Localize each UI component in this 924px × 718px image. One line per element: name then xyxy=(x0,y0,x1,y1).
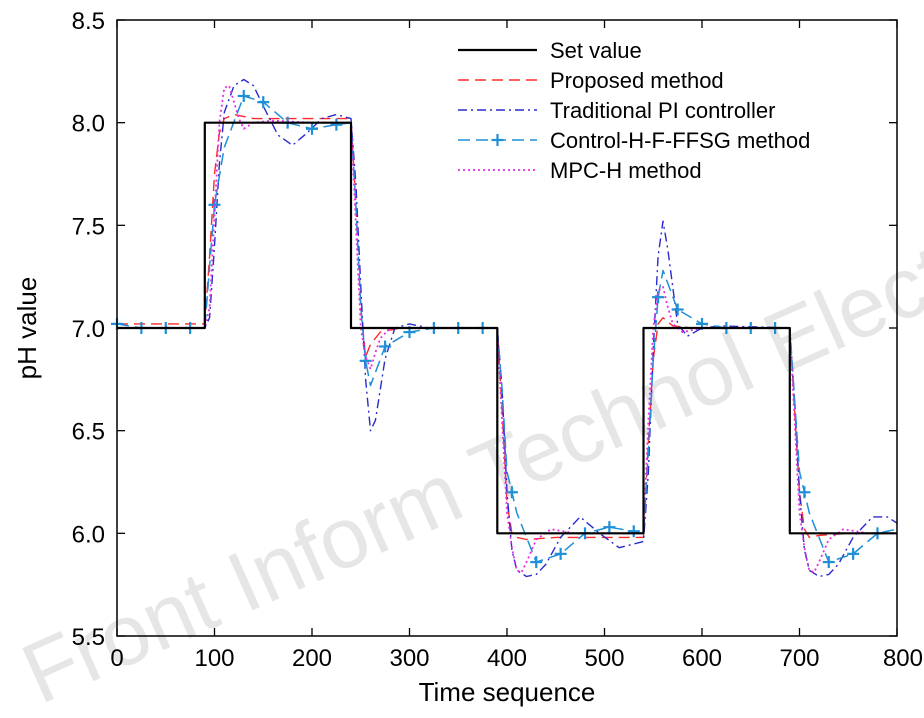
y-tick-label: 7.5 xyxy=(72,213,105,240)
x-tick-label: 0 xyxy=(110,645,123,672)
x-tick-label: 300 xyxy=(389,645,429,672)
series-marker-29 xyxy=(822,556,835,569)
series-line-0 xyxy=(117,121,897,535)
x-tick-label: 700 xyxy=(779,645,819,672)
series-marker-23 xyxy=(671,303,684,316)
series-marker-5 xyxy=(237,89,250,102)
y-tick-label: 8.5 xyxy=(72,8,105,35)
plot-series xyxy=(111,78,898,578)
legend-item-1: Proposed method xyxy=(458,68,724,93)
y-axis-title: pH value xyxy=(12,277,42,380)
series-marker-17 xyxy=(530,556,543,569)
series-marker-9 xyxy=(330,118,343,131)
series-marker-6 xyxy=(257,96,270,109)
y-tick-label: 6.5 xyxy=(72,419,105,446)
tick-labels: 0 100 200 300 400 500 600 700 800 5.5 6.0 6.5 7.0 7.5… xyxy=(72,8,923,672)
series-marker-18 xyxy=(554,547,567,560)
series-marker-16 xyxy=(505,486,518,499)
legend-label: Traditional PI controller xyxy=(550,98,775,123)
x-tick-label: 500 xyxy=(584,645,624,672)
y-tick-label: 8.0 xyxy=(72,111,105,138)
series-marker-10 xyxy=(359,354,372,367)
legend-label: MPC-H method xyxy=(550,158,702,183)
legend-item-4: MPC-H method xyxy=(458,158,702,183)
x-axis-title: Time sequence xyxy=(419,677,596,707)
series-marker-8 xyxy=(306,122,318,135)
y-tick-label: 6.0 xyxy=(72,521,105,548)
series-marker-11 xyxy=(379,340,392,353)
x-tick-label: 800 xyxy=(883,645,923,672)
series-marker-20 xyxy=(603,521,616,534)
legend-item-2: Traditional PI controller xyxy=(458,98,775,123)
y-tick-label: 5.5 xyxy=(72,624,105,651)
series-line-2 xyxy=(117,78,898,578)
legend: Set value Proposed method Traditional PI c… xyxy=(458,38,810,183)
legend-marker xyxy=(491,134,504,146)
x-tick-label: 600 xyxy=(682,645,722,672)
series-marker-30 xyxy=(847,547,860,560)
watermark: Front Inform Technol Electron Eng xyxy=(9,105,924,718)
x-tick-label: 400 xyxy=(487,645,527,672)
legend-label: Control-H-F-FFSG method xyxy=(550,128,810,153)
y-tick-label: 7.0 xyxy=(72,316,105,343)
x-tick-label: 200 xyxy=(292,645,332,672)
legend-item-0: Set value xyxy=(458,38,642,63)
legend-label: Proposed method xyxy=(550,68,724,93)
legend-item-3: Control-H-F-FFSG method xyxy=(458,128,810,153)
series-marker-28 xyxy=(798,486,811,499)
x-tick-label: 100 xyxy=(194,645,234,672)
watermark-text: Front Inform Technol Electron Eng xyxy=(9,105,924,718)
series-marker-22 xyxy=(652,291,665,304)
axis-ticks xyxy=(116,19,898,637)
legend-label: Set value xyxy=(550,38,642,63)
series-marker-21 xyxy=(627,525,640,538)
